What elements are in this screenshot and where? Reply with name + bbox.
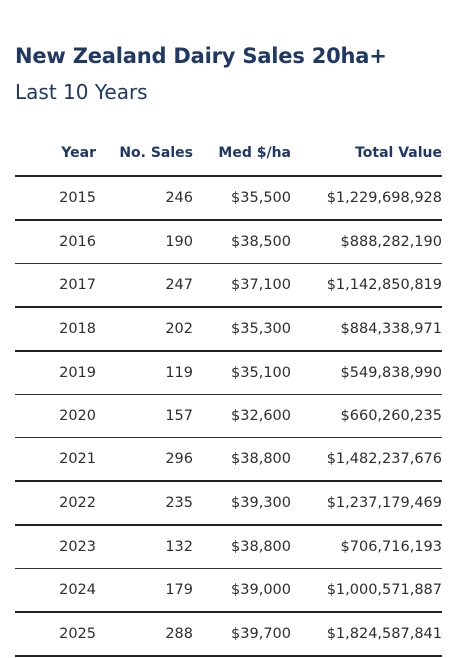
cell-no-sales: 288 (165, 626, 193, 642)
cell-med-per-ha: $39,700 (231, 626, 291, 642)
table-row: 2022 235 $39,300 $1,237,179,469 (15, 482, 442, 526)
cell-no-sales: 202 (165, 321, 193, 337)
header-total-value: Total Value (355, 145, 442, 161)
table-row: 2024 179 $39,000 $1,000,571,887 (15, 569, 442, 613)
cell-med-per-ha: $35,300 (231, 321, 291, 337)
sales-table: Year No. Sales Med $/ha Total Value 2015… (15, 138, 442, 657)
cell-total-value: $706,716,193 (340, 539, 442, 555)
cell-year: 2015 (59, 190, 96, 206)
cell-year: 2018 (59, 321, 96, 337)
cell-year: 2024 (59, 582, 96, 598)
cell-year: 2020 (59, 408, 96, 424)
cell-year: 2017 (59, 277, 96, 293)
table-row: 2017 247 $37,100 $1,142,850,819 (15, 264, 442, 308)
cell-total-value: $884,338,971 (340, 321, 442, 337)
table-row: 2020 157 $32,600 $660,260,235 (15, 395, 442, 438)
table-row: 2023 132 $38,800 $706,716,193 (15, 526, 442, 569)
cell-total-value: $1,237,179,469 (326, 495, 442, 511)
cell-total-value: $1,000,571,887 (326, 582, 442, 598)
cell-med-per-ha: $35,100 (231, 365, 291, 381)
header-no-sales: No. Sales (119, 145, 193, 161)
cell-no-sales: 235 (165, 495, 193, 511)
cell-med-per-ha: $35,500 (231, 190, 291, 206)
cell-med-per-ha: $32,600 (231, 408, 291, 424)
cell-no-sales: 119 (165, 365, 193, 381)
cell-total-value: $888,282,190 (340, 234, 442, 250)
cell-no-sales: 190 (165, 234, 193, 250)
cell-year: 2016 (59, 234, 96, 250)
cell-med-per-ha: $39,300 (231, 495, 291, 511)
cell-med-per-ha: $38,500 (231, 234, 291, 250)
cell-med-per-ha: $39,000 (231, 582, 291, 598)
cell-total-value: $1,229,698,928 (326, 190, 442, 206)
table-header: Year No. Sales Med $/ha Total Value (15, 138, 442, 177)
table-body: 2015 246 $35,500 $1,229,698,928 2016 190 $38,5… (15, 177, 442, 657)
table-row: 2019 119 $35,100 $549,838,990 (15, 352, 442, 395)
cell-year: 2019 (59, 365, 96, 381)
cell-year: 2022 (59, 495, 96, 511)
table-row: 2018 202 $35,300 $884,338,971 (15, 308, 442, 352)
cell-total-value: $1,824,587,841 (326, 626, 442, 642)
cell-total-value: $1,142,850,819 (326, 277, 442, 293)
page-subtitle: Last 10 Years (15, 80, 148, 104)
cell-total-value: $1,482,237,676 (326, 451, 442, 467)
table-row: 2015 246 $35,500 $1,229,698,928 (15, 177, 442, 221)
header-med-per-ha: Med $/ha (218, 145, 291, 161)
cell-no-sales: 179 (165, 582, 193, 598)
page-title: New Zealand Dairy Sales 20ha+ (15, 44, 387, 68)
cell-total-value: $549,838,990 (340, 365, 442, 381)
table-row: 2016 190 $38,500 $888,282,190 (15, 221, 442, 264)
header-year: Year (61, 145, 96, 161)
cell-med-per-ha: $38,800 (231, 539, 291, 555)
cell-no-sales: 296 (165, 451, 193, 467)
table-row: 2021 296 $38,800 $1,482,237,676 (15, 438, 442, 482)
cell-med-per-ha: $37,100 (231, 277, 291, 293)
cell-total-value: $660,260,235 (340, 408, 442, 424)
cell-year: 2025 (59, 626, 96, 642)
cell-no-sales: 247 (165, 277, 193, 293)
table-row: 2025 288 $39,700 $1,824,587,841 (15, 613, 442, 657)
cell-no-sales: 132 (165, 539, 193, 555)
cell-year: 2021 (59, 451, 96, 467)
cell-no-sales: 246 (165, 190, 193, 206)
cell-med-per-ha: $38,800 (231, 451, 291, 467)
cell-year: 2023 (59, 539, 96, 555)
cell-no-sales: 157 (165, 408, 193, 424)
